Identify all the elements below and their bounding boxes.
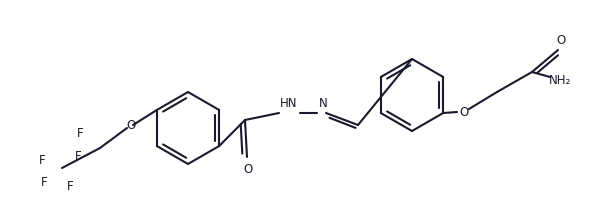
Text: O: O (126, 118, 135, 131)
Text: O: O (556, 34, 565, 47)
Text: F: F (77, 127, 83, 140)
Text: F: F (41, 175, 47, 189)
Text: NH₂: NH₂ (549, 73, 571, 86)
Text: N: N (319, 97, 328, 110)
Text: O: O (459, 106, 468, 118)
Text: F: F (75, 149, 81, 162)
Text: O: O (243, 162, 253, 175)
Text: F: F (66, 179, 73, 192)
Text: HN: HN (280, 97, 298, 110)
Text: F: F (39, 153, 46, 166)
